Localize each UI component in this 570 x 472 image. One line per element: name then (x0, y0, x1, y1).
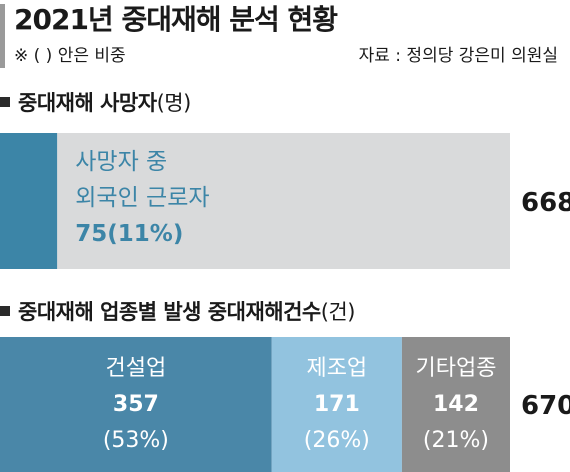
deaths-segment-foreign (0, 133, 58, 269)
section-title-deaths: 중대재해 사망자(명) (0, 88, 191, 118)
source-credit: 자료 : 정의당 강은미 의원실 (358, 46, 558, 66)
incidents-chart-title: 중대재해 업종별 발생 중대재해건수 (18, 300, 321, 324)
share-note: ※ ( ) 안은 비중 (14, 46, 126, 66)
title-accent-bar (0, 4, 5, 68)
incidents-segment-manufacturing (271, 337, 402, 472)
incidents-construction-label-1: 건설업 (106, 356, 167, 381)
incidents-manufacturing-label-1: 제조업 (306, 356, 367, 381)
deaths-label-line-2: 외국인 근로자 (75, 185, 209, 211)
deaths-segment-rest (57, 133, 511, 269)
incidents-segment-other (401, 337, 510, 472)
incidents-other-label-2: 142 (433, 392, 479, 417)
incidents-unit: (건) (320, 300, 356, 324)
incidents-construction-label-3: (53%) (103, 428, 169, 453)
deaths-total-label: 668 (521, 188, 570, 218)
incidents-bar-chart: 건설업 357 (53%) 제조업 171 (26%) 기타업종 142 (21%) 670 (0, 337, 570, 472)
incidents-manufacturing-label-3: (26%) (304, 428, 370, 453)
section-bullet-icon (0, 306, 10, 316)
section-title-incidents: 중대재해 업종별 발생 중대재해건수(건) (0, 297, 355, 327)
page-title: 2021년 중대재해 분석 현황 (14, 3, 338, 36)
deaths-unit: (명) (156, 91, 192, 115)
section-bullet-icon (0, 97, 10, 107)
incidents-other-label-3: (21%) (423, 428, 489, 453)
incidents-manufacturing-label-2: 171 (314, 392, 360, 417)
incidents-construction-label-2: 357 (113, 392, 159, 417)
deaths-label-line-1: 사망자 중 (75, 149, 167, 175)
deaths-label-line-3: 75(11%) (75, 221, 183, 247)
incidents-other-label-1: 기타업종 (415, 356, 496, 381)
incidents-segment-construction (0, 337, 272, 472)
deaths-chart-title: 중대재해 사망자 (18, 91, 157, 115)
incidents-total-label: 670 (521, 391, 570, 421)
